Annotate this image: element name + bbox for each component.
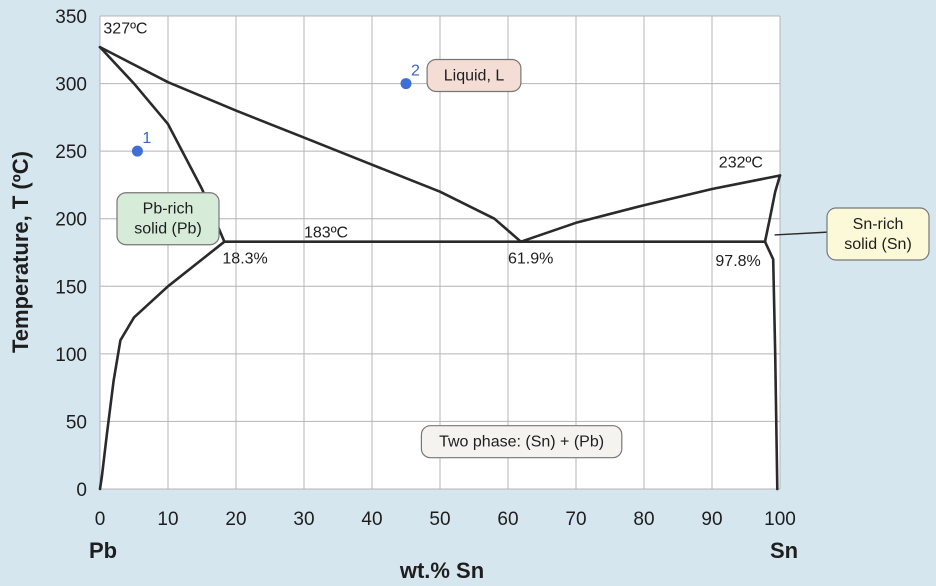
annotation-label: 18.3% bbox=[222, 250, 267, 267]
x-tick-label: 40 bbox=[361, 509, 382, 530]
curve-solvus-left bbox=[98, 240, 226, 491]
x-tick-label: 30 bbox=[293, 509, 314, 530]
x-end-label-left: Pb bbox=[89, 538, 117, 563]
callout-text: Sn-rich bbox=[853, 216, 904, 233]
region-label-box bbox=[116, 192, 220, 246]
x-axis-title: wt.% Sn bbox=[399, 558, 484, 583]
y-tick-label: 50 bbox=[66, 412, 87, 433]
x-tick-label: 60 bbox=[497, 509, 518, 530]
x-tick-label: 0 bbox=[95, 509, 106, 530]
region-label-text: Liquid, L bbox=[444, 67, 505, 84]
callout-box bbox=[826, 207, 930, 261]
x-tick-label: 90 bbox=[701, 509, 722, 530]
y-tick-label: 350 bbox=[55, 7, 87, 28]
region-label-text: solid (Pb) bbox=[134, 221, 202, 238]
region-labels: Liquid, L Pb-rich solid (Pb) Two phase: (Sn… bbox=[116, 58, 623, 459]
x-axis-ticks: 0 10 20 30 40 50 60 70 80 90 100 bbox=[95, 509, 796, 530]
annotation-label: 183ºC bbox=[304, 225, 348, 242]
x-tick-label: 50 bbox=[429, 509, 450, 530]
y-tick-label: 250 bbox=[55, 142, 87, 163]
annotation-label: 97.8% bbox=[715, 253, 760, 270]
x-tick-label: 70 bbox=[565, 509, 586, 530]
y-tick-label: 300 bbox=[55, 75, 87, 96]
x-tick-label: 80 bbox=[633, 509, 654, 530]
sn-rich-callout: Sn-rich solid (Sn) bbox=[774, 207, 930, 261]
state-point bbox=[400, 78, 412, 90]
x-end-label-right: Sn bbox=[770, 538, 798, 563]
state-point-label: 1 bbox=[142, 130, 151, 147]
annotation-label: 327ºC bbox=[103, 21, 147, 38]
x-tick-label: 20 bbox=[225, 509, 246, 530]
x-tick-label: 10 bbox=[157, 509, 178, 530]
state-point-label: 2 bbox=[411, 63, 420, 80]
y-axis-title: Temperature, T (ºC) bbox=[8, 151, 33, 353]
x-tick-label: 100 bbox=[764, 509, 796, 530]
grid-lines bbox=[99, 15, 781, 490]
region-label-box bbox=[420, 425, 623, 459]
callout-leader-line bbox=[774, 231, 831, 236]
curve-solvus-right bbox=[763, 240, 779, 491]
callout-text: solid (Sn) bbox=[844, 236, 912, 253]
region-label-text: Two phase: (Sn) + (Pb) bbox=[439, 434, 604, 451]
annotations: 327ºC 232ºC 183ºC 18.3% 61.9% 97.8% bbox=[103, 21, 762, 270]
annotation-label: 232ºC bbox=[719, 154, 763, 171]
y-axis-ticks: 0 50 100 150 200 250 300 350 bbox=[55, 7, 87, 501]
y-tick-label: 0 bbox=[76, 480, 87, 501]
region-label-text: Pb-rich bbox=[143, 201, 194, 218]
curve-liquidus-right bbox=[519, 174, 782, 243]
region-label-box bbox=[426, 58, 522, 93]
curve-solidus-right bbox=[763, 174, 782, 243]
y-tick-label: 150 bbox=[55, 277, 87, 298]
state-point bbox=[131, 145, 143, 157]
y-tick-label: 100 bbox=[55, 345, 87, 366]
y-tick-label: 200 bbox=[55, 210, 87, 231]
curve-liquidus-left bbox=[98, 45, 523, 243]
state-points: 12 bbox=[131, 63, 420, 157]
annotation-label: 61.9% bbox=[508, 250, 553, 267]
